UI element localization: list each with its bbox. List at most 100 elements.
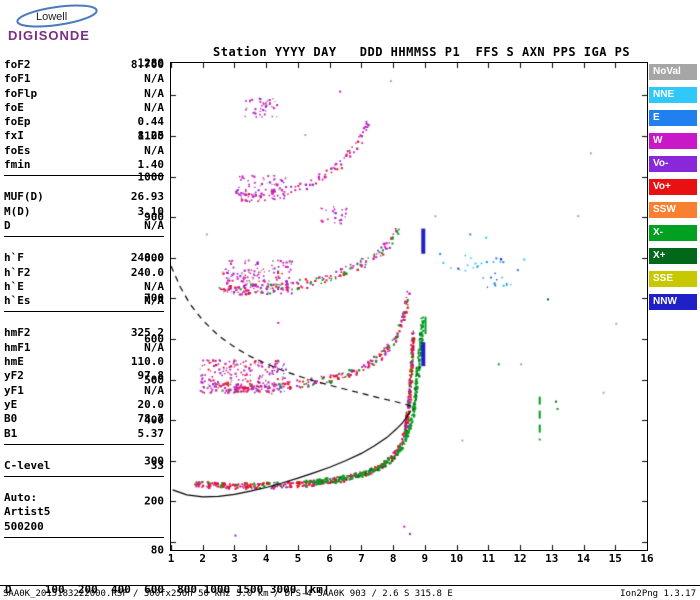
- param-row-hmf1: hmF1 N/A: [4, 341, 164, 355]
- param-row-hmf2: hmF2 325.2: [4, 326, 164, 340]
- legend-item-nne: NNE: [649, 87, 697, 103]
- y-tick-label: 800: [144, 251, 164, 265]
- param-row-m-d-: M(D) 3.10: [4, 205, 164, 219]
- muf-distance-table: D 100 200 400 600 800 1000 1500 3000 [km…: [5, 556, 336, 600]
- param-label: yF2: [4, 369, 24, 383]
- param-row-foep: foEp 0.44: [4, 115, 164, 129]
- y-tick-label: 1000: [137, 170, 165, 184]
- param-label: fxI: [4, 129, 24, 143]
- statusbar-divider: [0, 585, 700, 586]
- param-group: MUF(D) 26.93 M(D) 3.10 D N/A: [4, 190, 164, 238]
- param-label: Auto:: [4, 491, 38, 505]
- x-tick-label: 15: [608, 552, 622, 565]
- param-label: yF1: [4, 383, 24, 397]
- param-row-500200: 500200: [4, 520, 164, 534]
- param-label: foF1: [4, 72, 31, 86]
- param-label: h`E: [4, 279, 24, 293]
- legend-item-noval: NoVal: [649, 64, 697, 80]
- x-tick-label: 12: [513, 552, 527, 565]
- ionogram-plot-area: [170, 62, 648, 551]
- param-row-muf-d-: MUF(D) 26.93: [4, 190, 164, 204]
- param-label: D: [4, 218, 11, 232]
- param-label: foFlp: [4, 86, 38, 100]
- param-value: 5.37: [137, 426, 165, 440]
- y-tick-label: 1100: [137, 129, 165, 143]
- legend-item-vo-: Vo-: [649, 156, 697, 172]
- param-row-foe: foE N/A: [4, 101, 164, 115]
- param-label: fmin: [4, 158, 31, 172]
- logo-swoosh-icon: [16, 4, 98, 28]
- param-row-fxi: fxI 8.25: [4, 129, 164, 143]
- param-row-foflp: foFlp N/A: [4, 87, 164, 101]
- legend-item-w: W: [649, 133, 697, 149]
- x-tick-label: 5: [294, 552, 302, 565]
- x-tick-label: 9: [421, 552, 429, 565]
- muf-table-distance-row: D 100 200 400 600 800 1000 1500 3000 [km…: [5, 583, 330, 596]
- x-tick-label: 4: [262, 552, 270, 565]
- x-tick-label: 11: [481, 552, 495, 565]
- legend-item-vo-: Vo+: [649, 179, 697, 195]
- statusbar-program-version: Ion2Png 1.3.17: [620, 589, 696, 599]
- param-value: 110.0: [130, 355, 164, 369]
- param-label: M(D): [4, 204, 31, 218]
- param-value: 0.44: [137, 115, 165, 129]
- scaled-parameters-panel: foF2 8.700 foF1 N/A foFlp N/A foE N/A foEp 0.44 fx…: [4, 58, 164, 552]
- param-row-ye: yE 20.0: [4, 398, 164, 412]
- param-row-b1: B1 5.37: [4, 427, 164, 441]
- legend-item-nnw: NNW: [649, 294, 697, 310]
- y-axis-tick-labels: 1280 1100 1000 900 800 700 600 500 400 300 200 80: [126, 57, 166, 557]
- legend-item-ssw: SSW: [649, 202, 697, 218]
- param-row-fof1: foF1 N/A: [4, 72, 164, 86]
- param-row-b0: B0 78.7: [4, 412, 164, 426]
- param-label: foE: [4, 100, 24, 114]
- param-label: hmE: [4, 355, 24, 369]
- x-tick-label: 1: [167, 552, 175, 565]
- param-value: 26.93: [130, 190, 164, 204]
- echo-status-legend: NoVal NNE E W Vo- Vo+ SSW X- X+ SSE NNW: [649, 64, 697, 317]
- y-tick-label: 80: [150, 543, 164, 557]
- param-value: N/A: [144, 86, 164, 100]
- legend-item-e: E: [649, 110, 697, 126]
- param-row-h-e: h`E N/A: [4, 280, 164, 294]
- param-value: N/A: [144, 218, 164, 232]
- param-value: N/A: [144, 294, 164, 308]
- param-label: h`Es: [4, 294, 31, 308]
- param-group: hmF2 325.2 hmF1 N/A hmE 110.0 yF2 97.8 yF1 N/A yE 2…: [4, 326, 165, 445]
- header-column-titles: Station YYYY DAY DDD HHMMSS P1 FFS S AXN…: [213, 45, 631, 59]
- param-row-fof2: foF2 8.700: [4, 58, 164, 72]
- param-value: N/A: [144, 340, 164, 354]
- param-label: foF2: [4, 58, 31, 71]
- statusbar-file-info: SAA0K_2015183222000.RSF / 300fx256h 50 k…: [3, 589, 453, 599]
- param-row-c-level: C-level 33: [4, 459, 164, 473]
- x-tick-label: 8: [389, 552, 397, 565]
- param-label: hmF2: [4, 326, 31, 340]
- param-value: 240.0: [130, 251, 164, 265]
- x-tick-label: 16: [640, 552, 654, 565]
- param-group: h`F 240.0 h`F2 240.0 h`E N/A h`Es N/A: [4, 251, 164, 313]
- logo-lowell-text: Lowell: [36, 11, 68, 23]
- y-tick-label: 500: [144, 373, 164, 387]
- ionogram-canvas: [171, 63, 647, 550]
- param-label: C-level: [4, 458, 51, 472]
- param-label: MUF(D): [4, 190, 44, 204]
- param-value: 20.0: [137, 397, 165, 411]
- param-value: 325.2: [130, 326, 164, 340]
- param-group: Auto: Artist5 500200: [4, 491, 164, 539]
- param-label: hmF1: [4, 340, 31, 354]
- param-group: C-level 33: [4, 459, 164, 478]
- param-value: N/A: [144, 72, 164, 86]
- x-tick-label: 7: [358, 552, 365, 565]
- logo-digisonde-text: DIGISONDE: [8, 28, 90, 43]
- x-tick-label: 3: [231, 552, 238, 565]
- param-value: 97.8: [137, 369, 165, 383]
- x-tick-label: 6: [326, 552, 333, 565]
- param-row-foes: foEs N/A: [4, 144, 164, 158]
- y-tick-label: 600: [144, 332, 164, 346]
- param-row-fmin: fmin 1.40: [4, 158, 164, 172]
- x-tick-label: 10: [449, 552, 464, 565]
- lowell-digisonde-logo: Lowell DIGISONDE: [6, 4, 116, 48]
- param-row-h-f: h`F 240.0: [4, 251, 164, 265]
- param-row-hme: hmE 110.0: [4, 355, 164, 369]
- param-value: 3.10: [137, 204, 165, 218]
